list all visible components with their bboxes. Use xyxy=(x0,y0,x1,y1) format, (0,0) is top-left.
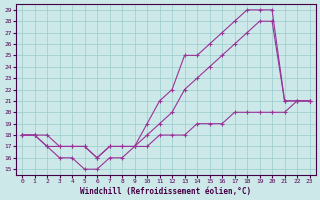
X-axis label: Windchill (Refroidissement éolien,°C): Windchill (Refroidissement éolien,°C) xyxy=(80,187,252,196)
